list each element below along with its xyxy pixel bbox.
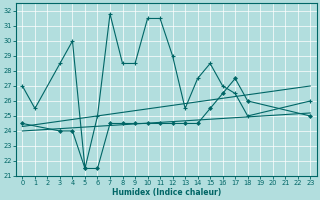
X-axis label: Humidex (Indice chaleur): Humidex (Indice chaleur)	[112, 188, 221, 197]
